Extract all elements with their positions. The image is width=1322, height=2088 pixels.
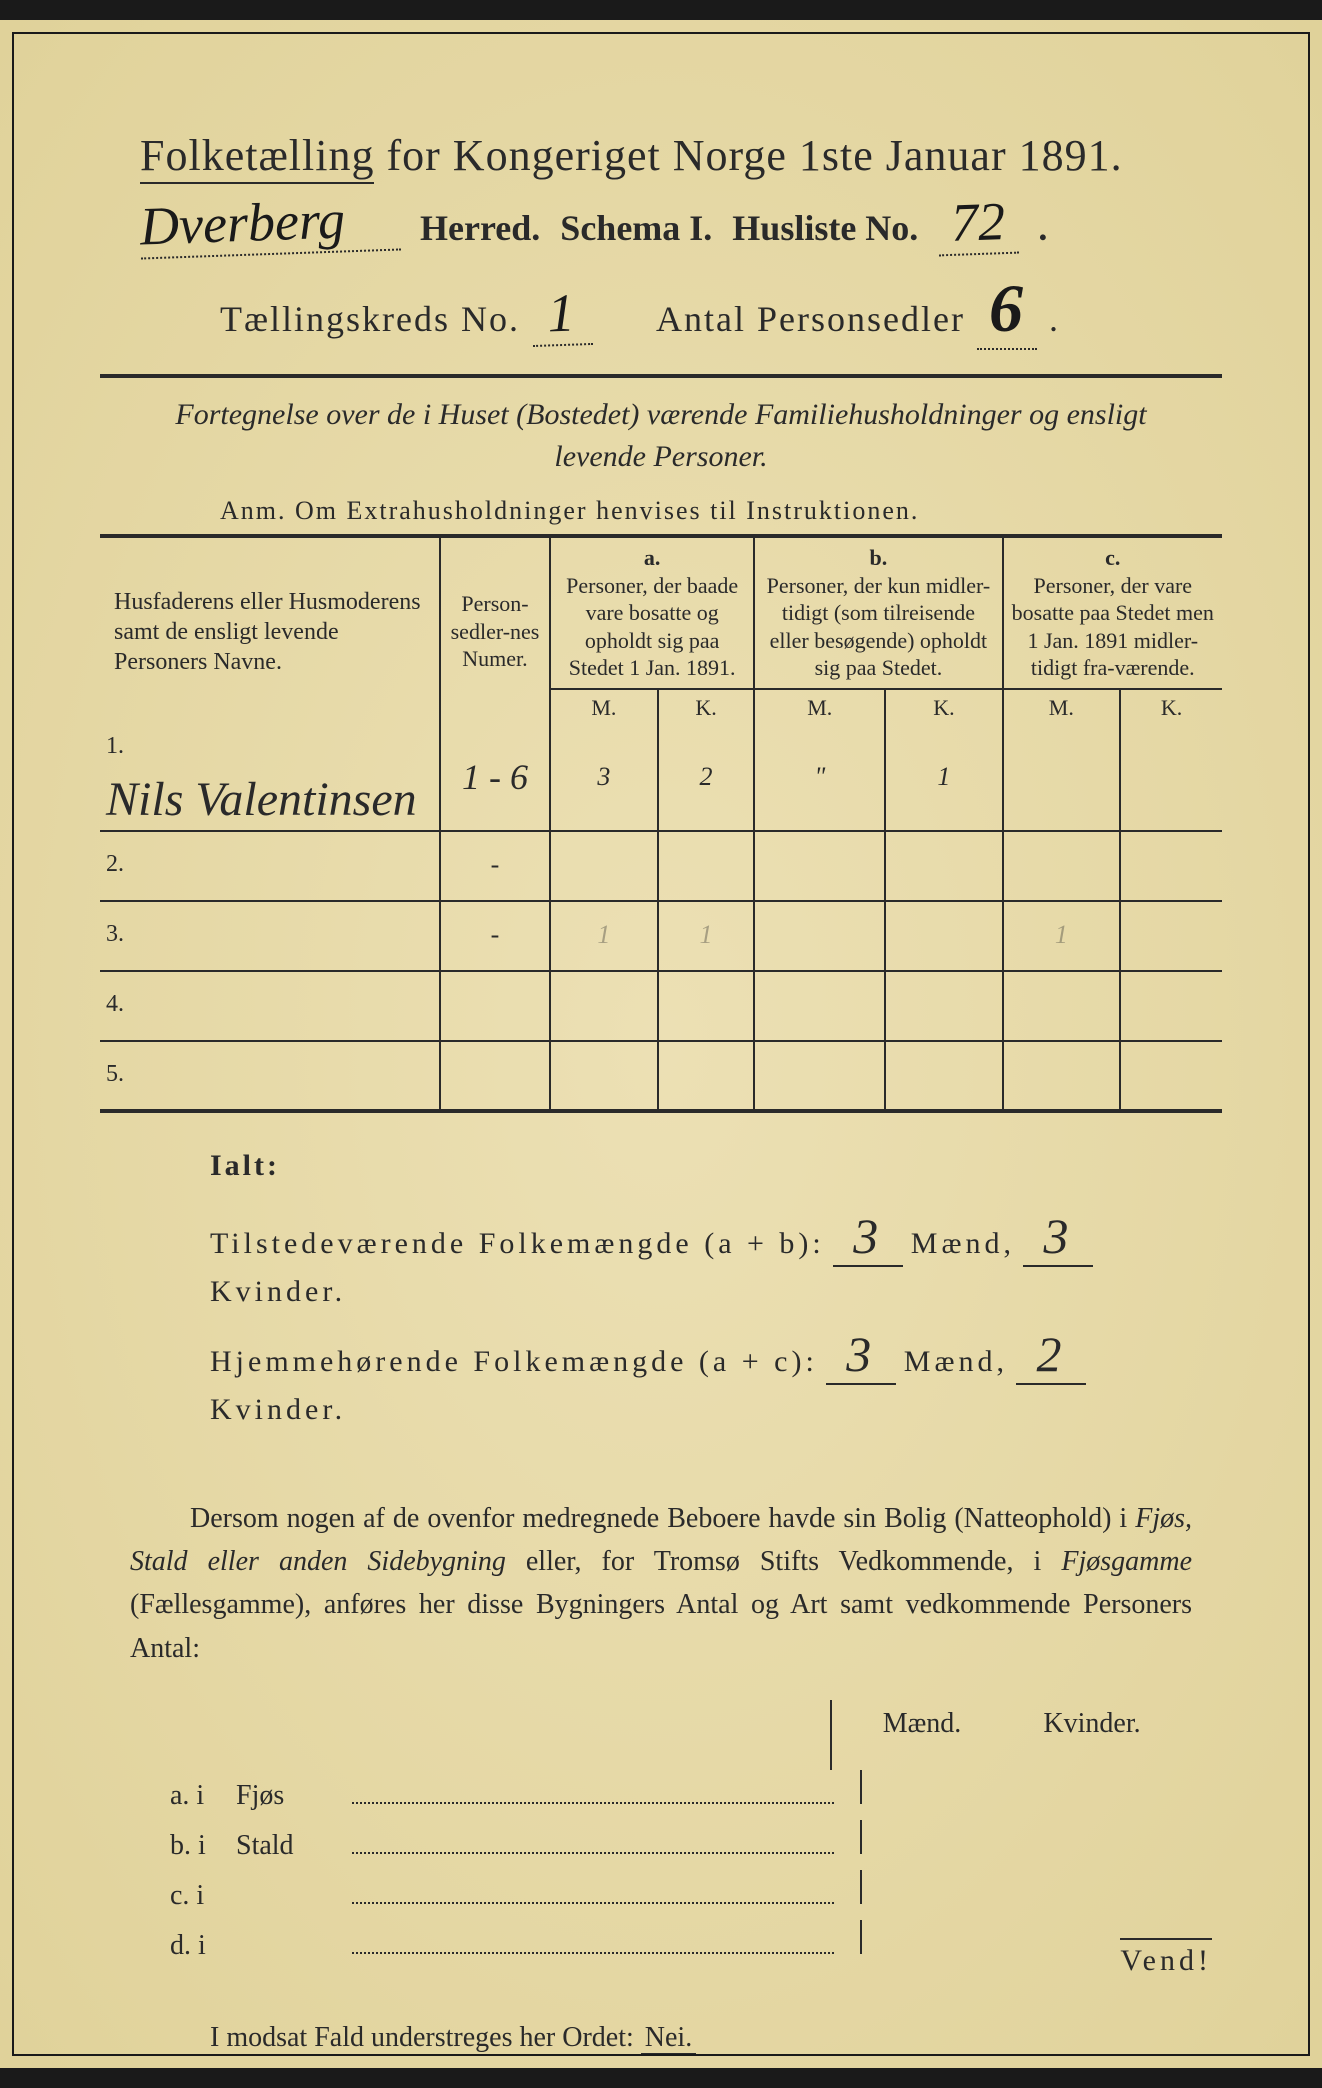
census-form-page: Folketælling for Kongeriget Norge 1ste J… <box>0 20 1322 2068</box>
col-b-m: M. <box>754 689 885 726</box>
personsedler-label: Antal Personsedler <box>656 298 965 340</box>
col-b: b. Personer, der kun midler-tidigt (som … <box>754 536 1002 689</box>
bottom-row: b. i Stald <box>170 1820 1182 1862</box>
col-numer-header: Person-sedler-nes Numer. <box>440 536 550 725</box>
kreds-no: 1 <box>531 281 593 347</box>
bottom-row: d. i <box>170 1920 1182 1962</box>
totals-line-ab: Tilstedeværende Folkemængde (a + b): 3 M… <box>210 1207 1222 1309</box>
col-c: c. Personer, der vare bosatte paa Stedet… <box>1003 536 1222 689</box>
bottom-kvinder: Kvinder. <box>1022 1708 1162 1740</box>
totals-block: Ialt: Tilstedeværende Folkemængde (a + b… <box>210 1149 1222 1427</box>
bottom-head: Mænd. Kvinder. <box>830 1700 1182 1770</box>
col-b-k: K. <box>885 689 1002 726</box>
col-a-k: K. <box>658 689 755 726</box>
herred-label: Herred. <box>420 207 540 249</box>
title-rest: for Kongeriget Norge 1ste Januar 1891. <box>386 131 1122 180</box>
anm-note: Anm. Om Extrahusholdninger henvises til … <box>220 496 1222 526</box>
ialt-label: Ialt: <box>210 1149 1222 1183</box>
form-description: Fortegnelse over de i Huset (Bostedet) v… <box>140 394 1182 478</box>
col-a: a. Personer, der baade vare bosatte og o… <box>550 536 754 689</box>
vend-label: Vend! <box>1120 1938 1212 1978</box>
header-row-3: Tællingskreds No. 1 Antal Personsedler 6… <box>220 269 1222 350</box>
table-row: 4. <box>100 971 1222 1041</box>
totals-line-ac: Hjemmehørende Folkemængde (a + c): 3 Mæn… <box>210 1325 1222 1427</box>
side-building-table: Mænd. Kvinder. a. i Fjøs b. i Stald c. i… <box>170 1700 1182 1962</box>
footer-line: I modsat Fald understreges her Ordet: Ne… <box>210 2022 1222 2054</box>
schema-label: Schema I. <box>560 207 712 249</box>
table-row: 1. Nils Valentinsen 1 - 6 3 2 " 1 <box>100 725 1222 831</box>
table-row: 5. <box>100 1041 1222 1111</box>
bottom-row: a. i Fjøs <box>170 1770 1182 1812</box>
col-a-m: M. <box>550 689 658 726</box>
table-body: 1. Nils Valentinsen 1 - 6 3 2 " 1 2. - 3… <box>100 725 1222 1111</box>
header-row-2: Dverberg Herred. Schema I. Husliste No. … <box>140 191 1222 255</box>
side-building-paragraph: Dersom nogen af de ovenfor medregnede Be… <box>130 1497 1192 1671</box>
bottom-row: c. i <box>170 1870 1182 1912</box>
herred-handwritten: Dverberg <box>139 186 401 259</box>
col-c-k: K. <box>1120 689 1222 726</box>
nei-word: Nei. <box>641 2022 696 2055</box>
divider <box>100 374 1222 378</box>
form-title: Folketælling for Kongeriget Norge 1ste J… <box>140 130 1222 181</box>
col-names-header: Husfaderens eller Husmoderens samt de en… <box>100 536 440 725</box>
household-table: Husfaderens eller Husmoderens samt de en… <box>100 534 1222 1113</box>
table-row: 3. - 1 1 1 <box>100 901 1222 971</box>
kreds-label: Tællingskreds No. <box>220 298 520 340</box>
personsedler-no: 6 <box>977 269 1037 350</box>
table-row: 2. - <box>100 831 1222 901</box>
husliste-no: 72 <box>937 190 1019 257</box>
bottom-maend: Mænd. <box>852 1708 992 1740</box>
household-name: Nils Valentinsen <box>106 770 417 830</box>
col-c-m: M. <box>1003 689 1121 726</box>
title-prefix: Folketælling <box>140 131 374 184</box>
husliste-label: Husliste No. <box>732 207 918 249</box>
